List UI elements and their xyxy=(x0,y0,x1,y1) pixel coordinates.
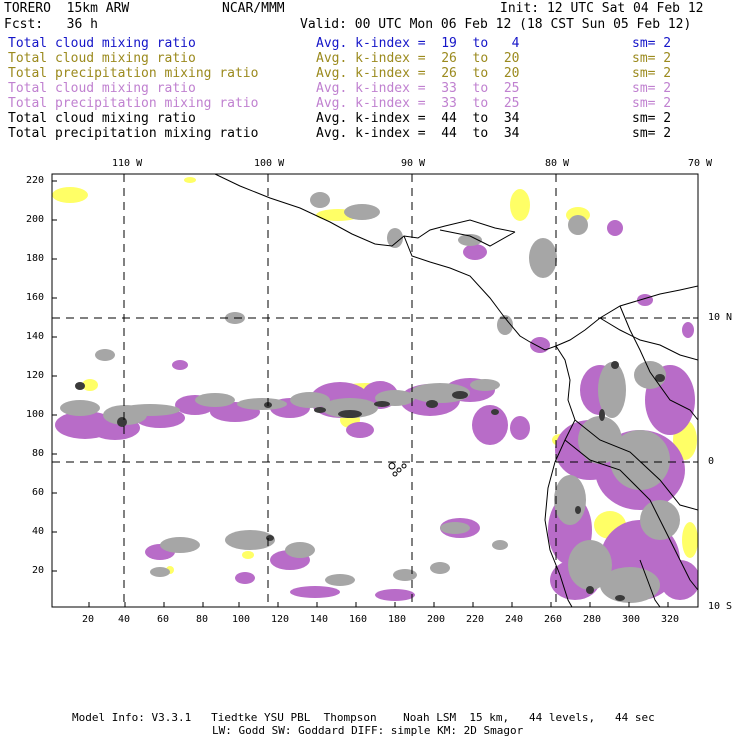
legend-kindex: Avg. k-index = 33 to 25 xyxy=(316,96,520,111)
lat-label: 10 N xyxy=(708,312,733,323)
x-tick-label: 320 xyxy=(661,614,680,625)
model-info: Model Info: V3.3.1 Tiedtke YSU PBL Thomp… xyxy=(72,711,655,724)
x-tick-label: 280 xyxy=(583,614,602,625)
legend-field: Total cloud mixing ratio xyxy=(8,51,196,66)
lat-label: 0 xyxy=(708,456,715,467)
legend-kindex: Avg. k-index = 19 to 4 xyxy=(316,36,520,51)
y-tick-label: 100 xyxy=(26,409,45,420)
x-tick-label: 160 xyxy=(349,614,368,625)
galapagos-islands xyxy=(388,462,407,477)
legend-field: Total precipitation mixing ratio xyxy=(8,126,259,141)
x-tick-label: 140 xyxy=(310,614,329,625)
x-tick-label: 300 xyxy=(622,614,641,625)
x-tick-label: 120 xyxy=(271,614,290,625)
legend-kindex: Avg. k-index = 26 to 20 xyxy=(316,66,520,81)
x-tick-label: 180 xyxy=(388,614,407,625)
legend-kindex: Avg. k-index = 44 to 34 xyxy=(316,111,520,126)
y-tick-label: 120 xyxy=(26,370,45,381)
x-tick-label: 60 xyxy=(157,614,170,625)
x-tick-label: 240 xyxy=(505,614,524,625)
lon-label: 100 W xyxy=(254,158,285,169)
forecast-hour: Fcst: 36 h xyxy=(4,17,98,32)
legend-sm: sm= 2 xyxy=(632,51,672,66)
x-tick-label: 220 xyxy=(466,614,485,625)
y-tick-label: 220 xyxy=(26,175,45,186)
model-title: TORERO 15km ARW xyxy=(4,1,130,16)
graticule xyxy=(52,174,698,607)
x-tick-label: 80 xyxy=(196,614,209,625)
valid-time: Valid: 00 UTC Mon 06 Feb 12 (18 CST Sun … xyxy=(300,17,692,32)
legend-sm: sm= 2 xyxy=(632,36,672,51)
field-layer xyxy=(52,174,698,607)
y-tick-label: 160 xyxy=(26,292,45,303)
y-tick-label: 80 xyxy=(32,448,45,459)
legend-sm: sm= 2 xyxy=(632,81,672,96)
legend-field: Total cloud mixing ratio xyxy=(8,81,196,96)
legend-field: Total precipitation mixing ratio xyxy=(8,96,259,111)
x-tick-label: 20 xyxy=(82,614,95,625)
lon-label: 110 W xyxy=(112,158,143,169)
legend-kindex: Avg. k-index = 33 to 25 xyxy=(316,81,520,96)
x-tick-label: 260 xyxy=(544,614,563,625)
y-tick-label: 200 xyxy=(26,214,45,225)
legend-kindex: Avg. k-index = 26 to 20 xyxy=(316,51,520,66)
lat-label: 10 S xyxy=(708,601,733,612)
legend-sm: sm= 2 xyxy=(632,126,672,141)
y-tick-label: 20 xyxy=(32,565,45,576)
legend-sm: sm= 2 xyxy=(632,66,672,81)
y-tick-label: 40 xyxy=(32,526,45,537)
plot-frame xyxy=(51,173,699,608)
axis-ticks xyxy=(52,174,699,607)
x-tick-label: 100 xyxy=(232,614,251,625)
y-tick-label: 60 xyxy=(32,487,45,498)
init-time: Init: 12 UTC Sat 04 Feb 12 xyxy=(500,1,704,16)
legend-field: Total cloud mixing ratio xyxy=(8,36,196,51)
x-tick-label: 40 xyxy=(118,614,131,625)
legend-field: Total precipitation mixing ratio xyxy=(8,66,259,81)
legend-kindex: Avg. k-index = 44 to 34 xyxy=(316,126,520,141)
coastlines xyxy=(214,174,698,607)
legend-sm: sm= 2 xyxy=(632,96,672,111)
y-tick-label: 180 xyxy=(26,253,45,264)
legend-field: Total cloud mixing ratio xyxy=(8,111,196,126)
lon-label: 90 W xyxy=(401,158,426,169)
y-tick-label: 140 xyxy=(26,331,45,342)
org-label: NCAR/MMM xyxy=(222,1,285,16)
x-tick-label: 200 xyxy=(427,614,446,625)
lon-label: 80 W xyxy=(545,158,570,169)
lon-label: 70 W xyxy=(688,158,713,169)
model-physics: LW: Godd SW: Goddard DIFF: simple KM: 2D… xyxy=(212,724,524,737)
legend-sm: sm= 2 xyxy=(632,111,672,126)
